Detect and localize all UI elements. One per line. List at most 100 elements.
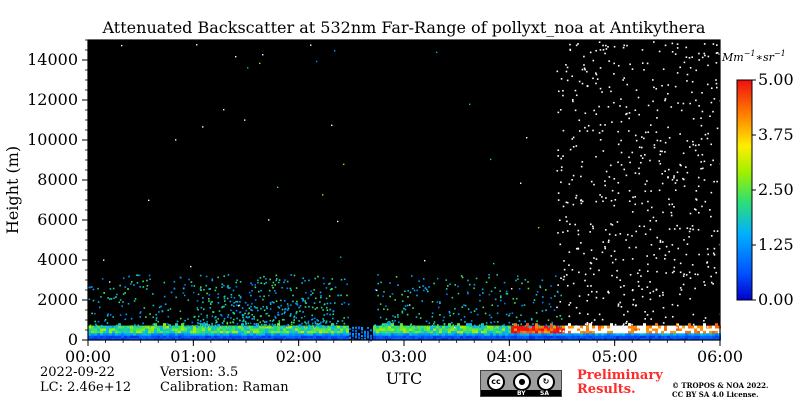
backscatter-cell: [241, 337, 244, 341]
noise-point: [715, 82, 718, 85]
backscatter-cell: [118, 332, 121, 336]
noise-point: [599, 194, 601, 196]
plume-point: [179, 276, 182, 279]
plume-point: [473, 283, 476, 286]
plume-point: [551, 321, 554, 324]
noise-point: [664, 98, 667, 100]
backscatter-cell: [157, 325, 160, 329]
noise-point: [562, 231, 564, 234]
plume-point: [170, 291, 173, 294]
noise-point: [697, 185, 700, 188]
backscatter-cell: [715, 337, 718, 341]
noise-point: [662, 322, 665, 324]
plume-point: [202, 318, 205, 321]
plume-point: [130, 325, 133, 327]
noise-point: [706, 326, 709, 328]
backscatter-cell: [448, 337, 451, 341]
noise-point: [584, 273, 587, 276]
noise-point: [613, 73, 615, 75]
noise-point: [689, 277, 692, 279]
noise-point: [569, 223, 571, 226]
cc-license-badge[interactable]: cc ● ↻ BY SA: [480, 370, 562, 397]
backscatter-cell: [253, 328, 256, 331]
noise-point: [578, 271, 580, 274]
plume-point: [155, 317, 158, 319]
plume-point: [244, 325, 247, 328]
plume-point: [409, 324, 412, 326]
gap-sparse-signal: [352, 326, 354, 329]
backscatter-cell: [421, 335, 424, 339]
x-tick-label: 05:00: [592, 347, 638, 366]
plume-point: [275, 279, 278, 282]
backscatter-cell: [673, 337, 676, 341]
plume-point: [262, 320, 265, 322]
plume-point: [200, 289, 202, 291]
backscatter-cell: [487, 330, 490, 334]
backscatter-cell: [592, 325, 595, 329]
plume-point: [515, 279, 517, 282]
backscatter-cell: [121, 332, 124, 336]
backscatter-cell: [325, 332, 328, 336]
plume-point: [199, 320, 202, 322]
backscatter-cell: [283, 325, 286, 329]
backscatter-cell: [334, 332, 337, 336]
backscatter-cell: [145, 325, 148, 329]
plume-point: [259, 295, 261, 298]
noise-point: [376, 289, 378, 292]
noise-point: [631, 235, 633, 237]
backscatter-cell: [151, 337, 154, 341]
noise-point: [590, 249, 593, 252]
plume-point: [257, 279, 259, 282]
plume-point: [265, 313, 268, 315]
backscatter-cell: [565, 337, 568, 341]
backscatter-cell: [271, 335, 274, 339]
backscatter-cell: [436, 330, 439, 334]
backscatter-cell: [493, 330, 496, 334]
backscatter-cell: [487, 335, 490, 339]
backscatter-cell: [112, 335, 115, 339]
plume-point: [163, 281, 166, 284]
plume-point: [128, 275, 130, 278]
backscatter-cell: [139, 325, 142, 329]
noise-point: [575, 145, 578, 147]
noise-point: [575, 194, 578, 197]
backscatter-cell: [328, 330, 331, 334]
backscatter-cell: [472, 335, 475, 339]
backscatter-cell: [379, 337, 382, 341]
backscatter-cell: [247, 335, 250, 339]
backscatter-cell: [412, 332, 415, 336]
y-tick-label: 0: [68, 330, 78, 349]
plume-point: [277, 305, 280, 308]
backscatter-cell: [394, 330, 397, 334]
plume-point: [260, 289, 262, 292]
backscatter-cell: [238, 330, 241, 334]
backscatter-cell: [100, 337, 103, 341]
backscatter-cell: [688, 323, 691, 327]
plume-point: [155, 325, 157, 328]
plume-point: [331, 288, 333, 290]
noise-point: [664, 151, 666, 153]
backscatter-cell: [475, 332, 478, 336]
plume-point: [295, 312, 297, 315]
noise-point: [659, 153, 662, 156]
backscatter-cell: [214, 328, 217, 331]
backscatter-cell: [571, 328, 574, 331]
noise-point: [557, 284, 559, 286]
backscatter-cell: [103, 330, 106, 334]
plume-point: [194, 315, 196, 318]
backscatter-cell: [490, 330, 493, 334]
plume-point: [229, 321, 232, 324]
noise-point: [334, 50, 336, 52]
backscatter-cell: [244, 335, 247, 339]
noise-point: [598, 105, 600, 108]
backscatter-cell: [601, 335, 604, 339]
plume-point: [469, 325, 471, 327]
plume-point: [313, 317, 316, 320]
backscatter-cell: [511, 325, 514, 329]
backscatter-cell: [712, 335, 715, 339]
backscatter-cell: [700, 328, 703, 331]
plume-point: [271, 325, 274, 328]
plume-point: [421, 300, 424, 302]
backscatter-cell: [256, 332, 259, 336]
backscatter-cell: [634, 332, 637, 336]
